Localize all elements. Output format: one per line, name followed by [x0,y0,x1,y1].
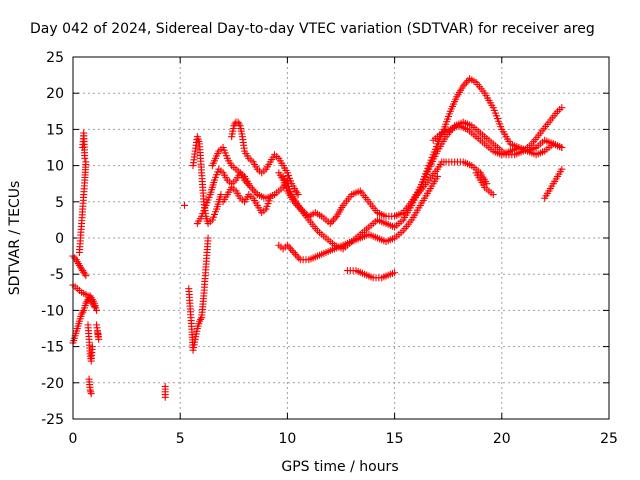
data-point [558,165,566,173]
data-point [81,154,89,162]
series-arc-b [69,292,101,347]
data-point [328,218,336,226]
data-point [90,303,98,311]
data-point [249,185,257,193]
series-arc-g [85,375,95,398]
series-arc-u [408,158,491,206]
data-point [235,120,243,128]
series-arc-a [69,252,90,280]
x-tick-label: 0 [69,431,78,447]
y-tick-label: 25 [46,50,64,66]
y-tick-label: 5 [55,195,64,211]
y-tick-label: -10 [41,303,64,319]
series-arc-j [180,201,188,209]
data-point [93,306,101,314]
data-point [558,144,566,151]
series-arc-i [161,382,169,401]
data-point [217,191,225,199]
chart-title: Day 042 of 2024, Sidereal Day-to-day VTE… [30,21,595,37]
series-arc-m [193,165,253,228]
x-axis-label: GPS time / hours [281,459,398,475]
y-axis-label: SDTVAR / TECUs [7,181,23,296]
data-point [81,270,89,278]
data-point [489,191,497,199]
data-point [391,269,399,277]
x-tick-label: 25 [600,431,618,447]
y-tick-label: -5 [50,267,64,283]
y-tick-label: 10 [46,159,64,175]
series-arc-p [219,183,274,217]
series-arc-v [429,122,566,159]
data-point [197,315,205,323]
data-points [69,75,566,401]
series-arc-e [79,129,89,162]
data-point [288,247,296,255]
data-point [94,328,102,336]
data-point [433,172,441,180]
y-tick-label: -15 [41,340,64,356]
series-arc-w [472,169,497,199]
series-arc-k [185,234,212,354]
data-point [291,250,299,258]
series-arc-x [541,165,566,202]
data-point [558,104,566,112]
data-point [88,343,96,351]
x-tick-label: 15 [386,431,404,447]
data-point [294,191,302,199]
series-arc-o [228,118,302,199]
data-point [287,245,295,253]
grid-lines [73,57,609,419]
data-point [293,252,301,260]
plot-frame [72,56,610,420]
series-arc-f [84,321,96,365]
data-point [266,194,274,202]
series-arc-c [69,281,98,311]
data-point [82,158,90,166]
data-point [87,390,95,398]
series-arc-l [189,133,225,228]
data-point [464,77,472,85]
data-point [82,272,90,280]
x-tick-label: 10 [278,431,296,447]
series-arc-s [275,172,441,264]
data-point [161,393,169,401]
data-point [204,234,212,242]
series-arc-r [275,104,566,253]
data-point [329,216,337,224]
series-arc-t [343,267,399,282]
y-tick-label: 15 [46,122,64,138]
x-tick-label: 5 [176,431,185,447]
y-tick-label: 0 [55,231,64,247]
series-arc-h [93,321,103,343]
y-tick-label: 20 [46,86,64,102]
data-point [180,201,188,209]
series-arc-d [75,158,90,256]
data-point [79,308,87,316]
data-point [250,187,258,195]
y-tick-label: -25 [41,412,64,428]
y-tick-label: -20 [41,376,64,392]
y-tick-labels: -25 -20 -15 -10 -5 0 5 10 15 20 25 [41,50,64,428]
x-tick-label: 20 [493,431,511,447]
data-point [285,243,293,251]
data-point [290,248,298,256]
x-tick-labels: 0 5 10 15 20 25 [69,431,618,447]
data-point [295,254,303,262]
